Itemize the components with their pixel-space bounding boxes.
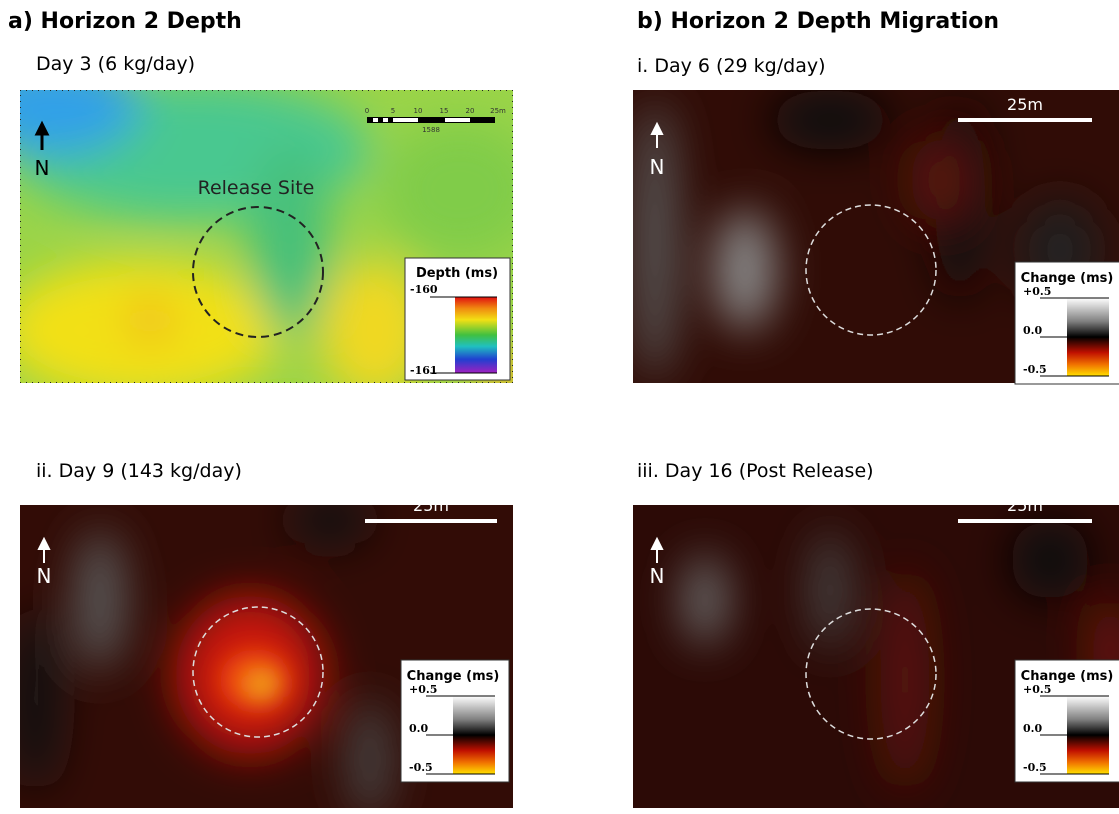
- release-circle: [192, 606, 324, 738]
- heading: b) Horizon 2 Depth Migration: [637, 9, 999, 34]
- legend-title: Change (ms): [1021, 669, 1114, 684]
- release-circle: [805, 608, 937, 740]
- scale-label: 25m: [413, 496, 449, 515]
- depth-map: [20, 90, 513, 383]
- legend-label: -0.5: [1023, 363, 1047, 376]
- release-circle: [192, 206, 324, 338]
- legend-label: -161: [410, 364, 438, 377]
- release-circle: [805, 204, 937, 336]
- legend-title: Change (ms): [407, 669, 500, 684]
- annotation: Release Site: [198, 177, 315, 199]
- change-map: [633, 90, 1119, 383]
- legend: Depth (ms) -160 -161: [404, 257, 511, 381]
- scale-label: 25m: [1007, 496, 1043, 515]
- legend-label: +0.5: [1023, 285, 1051, 298]
- scale-bar: [367, 117, 495, 123]
- north-label: N: [650, 155, 665, 179]
- legend-title: Change (ms): [1021, 271, 1114, 286]
- legend-label: +0.5: [1023, 683, 1051, 696]
- legend-label: -0.5: [409, 761, 433, 774]
- scale-label: 20: [466, 107, 475, 115]
- subtitle: ii. Day 9 (143 kg/day): [36, 460, 242, 482]
- scale-label: 5: [391, 107, 395, 115]
- north-label: N: [37, 564, 52, 588]
- scale-label: 25m: [1007, 95, 1043, 114]
- legend-label: -160: [410, 283, 438, 296]
- north-label: N: [650, 564, 665, 588]
- north-arrow: [37, 536, 51, 563]
- legend-label: 0.0: [1023, 722, 1042, 735]
- overlays: [37, 118, 1092, 740]
- north-label: N: [35, 156, 50, 180]
- subtitle: iii. Day 16 (Post Release): [637, 460, 874, 482]
- heading: a) Horizon 2 Depth: [8, 9, 242, 34]
- scale-label: 10: [414, 107, 423, 115]
- north-arrow: [650, 121, 664, 148]
- legend-label: -0.5: [1023, 761, 1047, 774]
- legend-label: 0.0: [1023, 324, 1042, 337]
- scale-label: 0: [365, 107, 369, 115]
- scale-label: 15: [440, 107, 449, 115]
- scale-label: 25m: [490, 107, 506, 115]
- north-arrow: [650, 536, 664, 563]
- subtitle: i. Day 6 (29 kg/day): [637, 55, 826, 77]
- legend-label: 0.0: [409, 722, 428, 735]
- legend-title: Depth (ms): [416, 266, 498, 281]
- scale-caption: 1588: [422, 126, 440, 134]
- north-arrow: [34, 120, 50, 150]
- subtitle: Day 3 (6 kg/day): [36, 53, 195, 75]
- legend-label: +0.5: [409, 683, 437, 696]
